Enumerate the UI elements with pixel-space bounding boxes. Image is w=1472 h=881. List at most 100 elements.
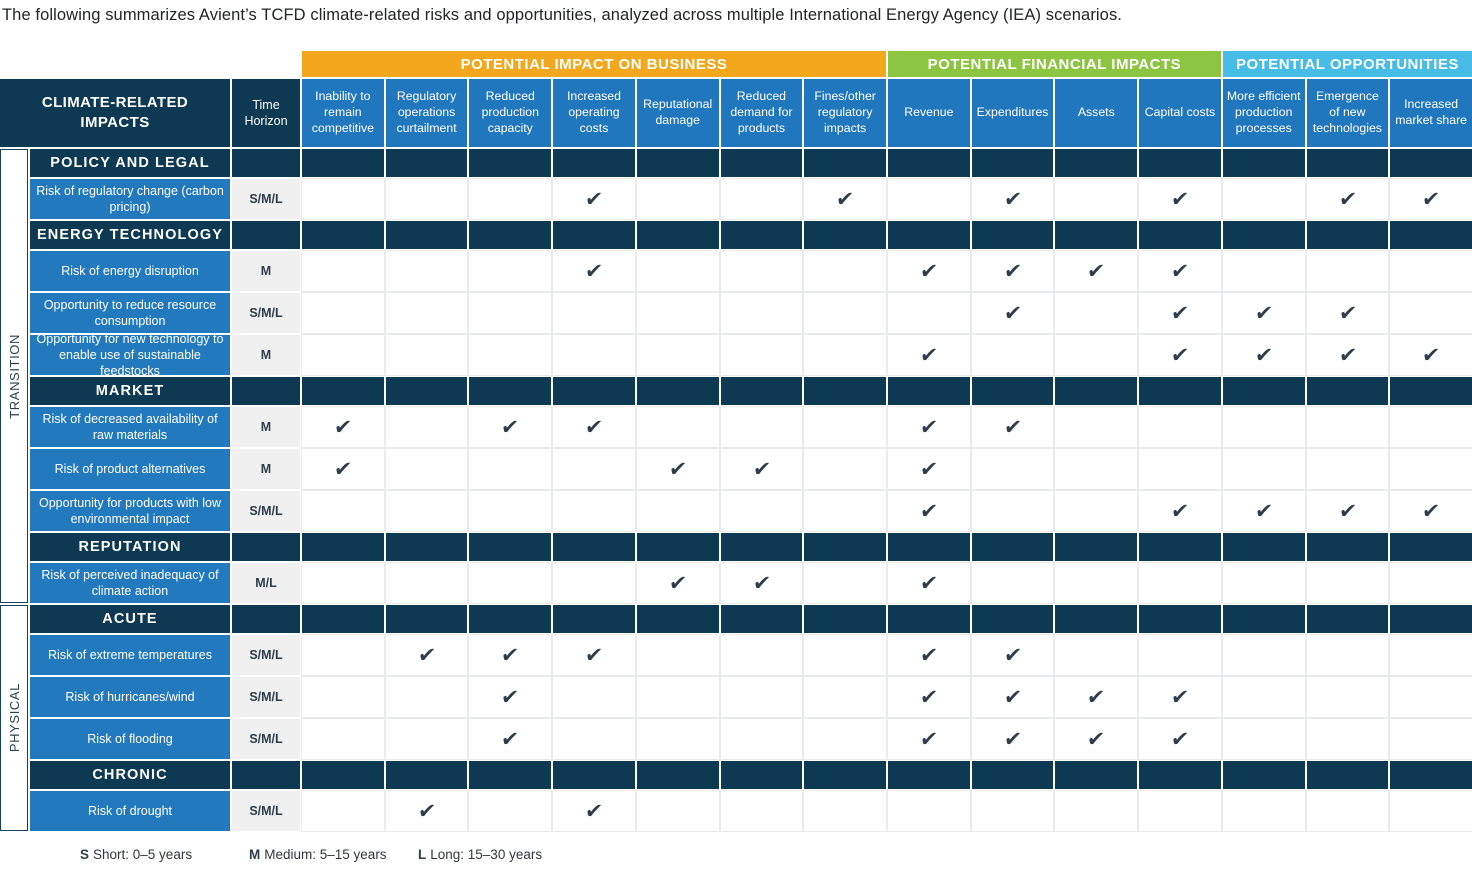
time-horizon-value: S/M/L [232,635,300,675]
check-icon: ✔ [1002,259,1023,283]
row-label: Risk of hurricanes/wind [30,677,230,717]
section-cell [385,149,468,177]
section-cell [888,377,970,405]
section-cell [385,533,468,561]
check-cell: ✔ [1138,490,1222,532]
check-cell [1138,562,1222,604]
time-horizon-value: S/M/L [232,179,300,219]
column-header-3: Reduced production capacity [469,79,552,147]
check-icon: ✔ [1086,685,1107,709]
check-cell [1389,448,1472,490]
section-cell [1139,605,1221,633]
check-cell: ✔ [1305,490,1390,532]
column-header-11: Capital costs [1139,79,1221,147]
side-label-physical: PHYSICAL [0,605,28,831]
check-cell: ✔ [301,406,385,448]
check-cell: ✔ [1389,490,1472,532]
section-cell [971,605,1054,633]
time-horizon-value: M [232,407,300,447]
check-cell [1221,676,1306,718]
check-cell [1305,406,1390,448]
check-cell: ✔ [384,634,469,676]
check-icon: ✔ [500,415,521,439]
section-cell [302,149,384,177]
check-cell: ✔ [887,562,971,604]
check-cell [384,718,469,760]
section-cell [1055,605,1138,633]
section-cell [971,149,1054,177]
check-cell [635,676,720,718]
section-cell [553,605,635,633]
check-cell [803,250,887,292]
group-header-3: POTENTIAL OPPORTUNITIES [1222,51,1472,77]
check-cell [1305,250,1390,292]
check-cell: ✔ [552,250,636,292]
section-cell [1222,761,1305,789]
tcfd-table: POTENTIAL IMPACT ON BUSINESS POTENTIAL FI… [0,51,1472,832]
check-icon: ✔ [918,457,939,481]
check-icon: ✔ [751,457,772,481]
check-icon: ✔ [332,457,353,481]
check-cell: ✔ [468,634,553,676]
column-header-14: Increased market share [1390,79,1472,147]
intro-text: The following summarizes Avient’s TCFD c… [2,6,1122,24]
check-cell [970,490,1055,532]
section-cell [385,221,468,249]
check-cell [803,490,887,532]
check-icon: ✔ [1002,685,1023,709]
check-cell [719,676,804,718]
check-cell: ✔ [1389,334,1472,376]
check-cell [301,334,385,376]
check-cell: ✔ [1221,334,1306,376]
check-cell: ✔ [1138,334,1222,376]
time-horizon-header: Time Horizon [232,79,300,147]
column-header-13: Emergence of new technologies [1306,79,1389,147]
section-cell [232,377,300,405]
check-cell [1138,406,1222,448]
check-cell [1389,250,1472,292]
check-cell [468,178,553,220]
check-cell [384,292,469,334]
legend-item-medium: M Medium: 5–15 years [249,847,418,862]
section-cell [888,221,970,249]
check-cell [468,292,553,334]
check-cell: ✔ [1221,292,1306,334]
row-label: Risk of perceived inadequacy of climate … [30,563,230,603]
check-cell [1305,634,1390,676]
check-cell [635,178,720,220]
side-label-text: TRANSITION [6,333,22,419]
corner-header: CLIMATE-RELATED IMPACTS [0,79,230,147]
section-cell [1139,221,1221,249]
time-horizon-value: M/L [232,563,300,603]
section-cell [636,149,719,177]
check-cell [1221,562,1306,604]
legend-text-short: Short: 0–5 years [93,847,193,862]
check-cell: ✔ [1138,292,1222,334]
check-cell: ✔ [635,448,720,490]
section-cell [804,533,886,561]
check-cell [1138,448,1222,490]
legend-text-long: Long: 15–30 years [430,847,543,862]
group-header-2: POTENTIAL FINANCIAL IMPACTS [888,51,1221,77]
column-header-9: Expenditures [971,79,1054,147]
section-cell [971,221,1054,249]
check-icon: ✔ [751,571,772,595]
check-cell [1221,178,1306,220]
check-icon: ✔ [918,499,939,523]
check-icon: ✔ [1169,343,1191,367]
section-cell [232,221,300,249]
check-cell: ✔ [887,676,971,718]
section-cell [1055,149,1138,177]
check-cell [468,490,553,532]
check-cell: ✔ [1305,178,1390,220]
check-cell [635,250,720,292]
check-cell [468,562,553,604]
check-cell [384,334,469,376]
check-cell [635,718,720,760]
section-cell [971,377,1054,405]
column-header-7: Fines/other regulatory impacts [804,79,886,147]
section-cell [1055,533,1138,561]
check-cell: ✔ [887,634,971,676]
section-cell [1306,221,1389,249]
check-cell: ✔ [1054,250,1139,292]
